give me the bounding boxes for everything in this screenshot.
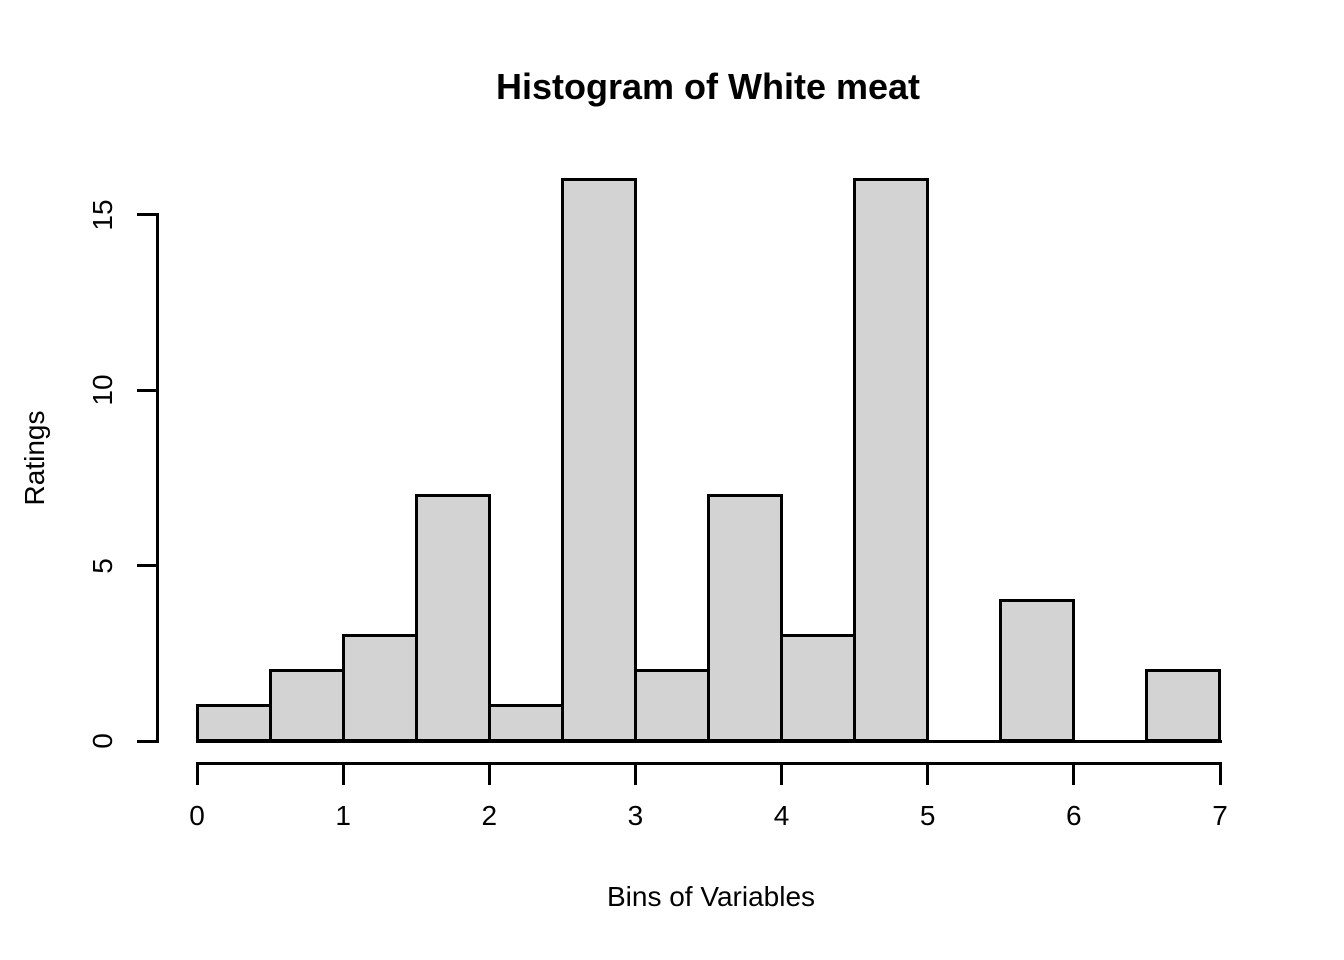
x-tick-label: 1: [335, 800, 351, 831]
x-tick-label: 0: [189, 800, 205, 831]
y-tick-label: 5: [87, 557, 118, 574]
y-axis-tick: [136, 213, 159, 216]
y-tick-label: 15: [87, 198, 118, 231]
x-axis-tick: [633, 761, 637, 785]
x-axis-tick: [1072, 761, 1076, 785]
histogram-bar: [633, 669, 710, 743]
histogram-bar: [195, 704, 272, 743]
y-tick-label: 0: [87, 733, 118, 749]
histogram-bar: [341, 634, 418, 743]
x-tick-label: 3: [627, 800, 644, 831]
x-axis-tick: [780, 761, 784, 785]
x-axis-label: Bins of Variables: [606, 881, 816, 912]
x-axis-tick: [341, 761, 345, 785]
x-axis-tick: [926, 761, 930, 785]
y-axis-tick: [136, 564, 159, 567]
histogram-bar: [487, 704, 564, 743]
x-tick-label: 4: [773, 800, 790, 831]
histogram-bar: [1145, 669, 1222, 743]
x-tick-label: 7: [1212, 800, 1228, 831]
histogram-bar: [268, 669, 345, 743]
histogram-bar: [780, 634, 857, 743]
histogram-bar: [414, 493, 491, 743]
histogram-bar: [853, 177, 930, 743]
histogram-bar: [560, 177, 637, 743]
x-tick-label: 6: [1066, 800, 1082, 831]
x-tick-label: 5: [919, 800, 936, 831]
x-axis-tick: [487, 761, 491, 785]
y-tick-label: 10: [87, 374, 118, 406]
y-axis-line: [155, 213, 159, 743]
y-axis-tick: [136, 388, 159, 392]
x-tick-label: 2: [481, 800, 498, 831]
histogram-bar: [707, 493, 784, 743]
x-axis-tick: [195, 761, 199, 785]
histogram-bar: [999, 599, 1076, 743]
y-axis-label: Ratings: [19, 410, 50, 506]
y-axis-tick: [136, 739, 159, 743]
chart-title: Histogram of White meat: [495, 66, 921, 107]
x-axis-line: [195, 761, 1222, 765]
x-axis-tick: [1218, 761, 1222, 785]
